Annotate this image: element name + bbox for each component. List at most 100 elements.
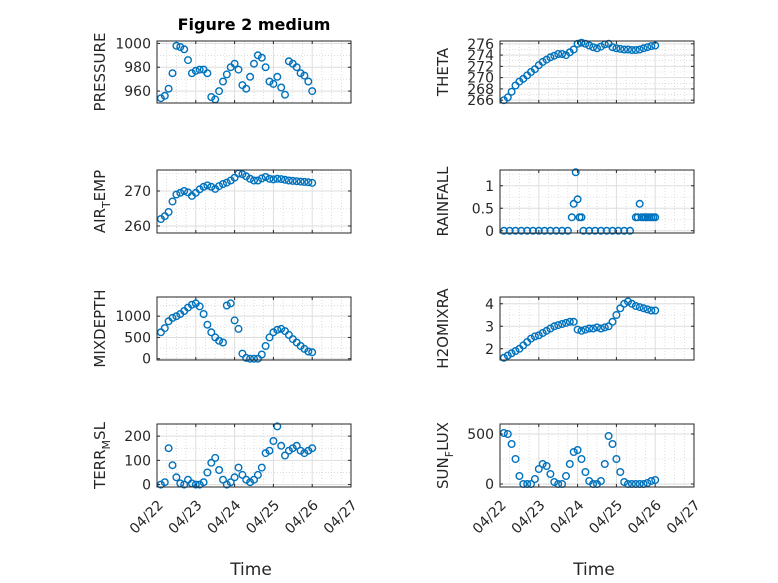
data-point [647,42,656,51]
data-point [530,475,539,484]
data-point [527,334,536,343]
data-point [643,43,652,52]
data-point [620,478,629,487]
y-axis-label-rest: SL [91,421,109,440]
data-point [546,324,555,333]
data-point [222,178,231,187]
data-point [168,313,177,322]
chart-title: Figure 2 medium [178,15,331,34]
data-point [292,63,301,72]
minor-grid [500,297,694,360]
data-point [573,195,582,204]
x-tick-label: 04/22 [127,497,167,537]
data-point [230,59,239,68]
data-point [277,83,286,92]
data-point [534,465,543,474]
data-point [242,84,251,93]
data-point [249,59,258,68]
data-point [616,468,625,477]
scatter-points [499,168,660,235]
data-point [608,440,617,449]
data-point [567,213,576,222]
x-tick-label: 04/23 [166,497,206,537]
data-point [631,46,640,55]
y-tick-label: 1000 [115,36,151,52]
data-point [534,331,543,340]
data-point [230,173,239,182]
data-point [569,448,578,457]
data-point [172,190,181,199]
data-point [164,207,173,216]
data-point [207,458,216,467]
x-tick-label: 04/22 [470,497,510,537]
data-point [261,63,270,72]
data-point [624,297,633,306]
y-axis-label-main: TERR [91,449,109,490]
y-tick-label: 274 [467,48,494,64]
data-point [172,473,181,482]
y-tick-label: 268 [467,82,494,98]
scatter-points [156,41,317,104]
data-point [203,69,212,78]
data-point [579,226,588,235]
data-point [203,181,212,190]
data-point [164,84,173,93]
scatter-points [156,422,317,489]
data-point [277,175,286,184]
data-point [627,299,636,308]
major-grid [157,41,351,103]
data-point [265,333,274,342]
y-tick-label: 980 [124,60,151,76]
data-point [203,320,212,329]
data-point [253,51,262,60]
data-point [499,353,508,362]
data-point [503,93,512,102]
data-point [569,199,578,208]
data-point [546,226,555,235]
data-point [571,168,580,177]
y-tick-label: 0 [142,478,151,494]
data-point [257,174,266,183]
data-point [616,304,625,313]
data-point [534,226,543,235]
data-point [215,182,224,191]
data-point [608,226,617,235]
data-point [156,328,165,337]
data-point [530,332,539,341]
data-point [612,311,621,320]
data-point [195,65,204,74]
y-axis-label-subscript: F [443,451,456,457]
x-axis-label-right: Time [572,560,615,580]
y-axis-label: PRESSURE [91,33,109,112]
subplot-3: 260 270 AIRTEMP [91,169,352,235]
data-point [226,478,235,487]
data-point [563,226,572,235]
data-point [284,57,293,66]
y-tick-label: 960 [124,84,151,100]
data-point [647,477,656,486]
y-axis-label: TERRMSL [91,421,113,490]
y-tick-label: 0 [485,477,494,493]
y-axis-label: MIXDEPTH [91,289,109,367]
data-point [273,72,282,81]
data-point [300,177,309,186]
data-point [288,444,297,453]
y-axis-label-subscript: M [100,440,113,450]
data-point [550,322,559,331]
data-point [234,324,243,333]
scatter-points [499,297,660,362]
x-tick-label: 04/27 [321,497,361,537]
data-point [538,460,547,469]
x-tick-label: 04/26 [625,497,665,537]
x-tick-label: 04/26 [282,497,322,537]
data-point [222,301,231,310]
data-point [269,437,278,446]
data-point [308,87,317,96]
data-point [631,302,640,311]
data-point [651,476,660,485]
data-point [507,349,516,358]
subplot-5: 0 500 1000 MIXDEPTH [91,289,352,368]
data-point [218,475,227,484]
data-point [639,304,648,313]
